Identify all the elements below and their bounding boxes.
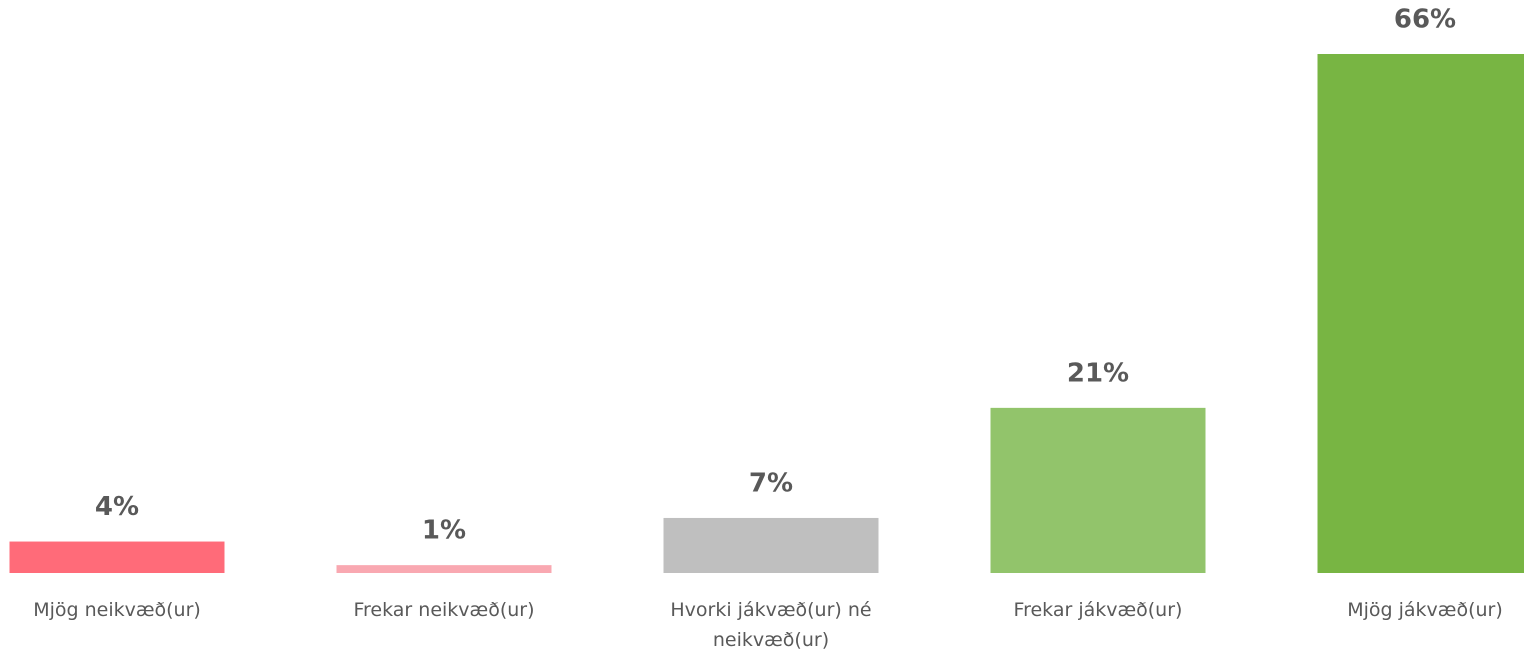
bar bbox=[1317, 54, 1524, 573]
x-tick-label: Mjög neikvæð(ur) bbox=[33, 599, 201, 621]
data-label: 21% bbox=[1067, 358, 1129, 388]
bar bbox=[990, 407, 1206, 573]
data-label: 7% bbox=[749, 468, 793, 498]
x-tick-label: Frekar neikvæð(ur) bbox=[353, 599, 535, 621]
data-label: 66% bbox=[1394, 5, 1456, 35]
x-tick-label: Frekar jákvæð(ur) bbox=[1013, 599, 1183, 621]
bar bbox=[9, 541, 225, 573]
data-label: 1% bbox=[422, 516, 466, 546]
x-tick-label: Hvorki jákvæð(ur) né neikvæð(ur) bbox=[670, 599, 872, 651]
x-tick-label: Mjög jákvæð(ur) bbox=[1347, 599, 1503, 621]
data-label: 4% bbox=[95, 492, 139, 522]
bar bbox=[663, 517, 879, 573]
bar bbox=[336, 565, 552, 573]
